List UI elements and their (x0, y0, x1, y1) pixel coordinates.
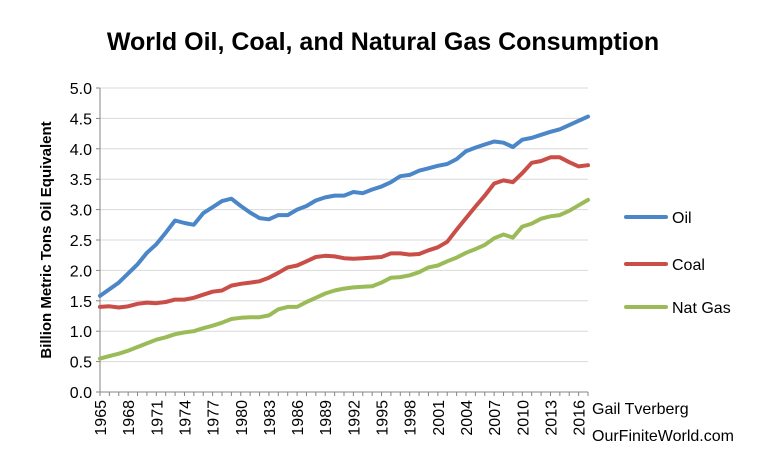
series-line-oil (98, 114, 590, 298)
x-tick-label: 1971 (149, 400, 166, 436)
x-tick-label: 1995 (375, 400, 392, 436)
legend: Oil Coal Nat Gas (624, 210, 731, 317)
y-tick-label: 3.0 (70, 203, 92, 220)
legend-label: Nat Gas (672, 300, 731, 317)
y-tick-label: 5.0 (70, 81, 92, 98)
x-tick-label: 1998 (403, 400, 420, 436)
series-line-nat-gas (98, 197, 590, 361)
y-tick-label: 0.5 (70, 355, 92, 372)
y-tick-labels: 0.0 0.5 1.0 1.5 2.0 2.5 3.0 3.5 4.0 4.5 5.0 (70, 81, 92, 402)
y-tick-label: 0.0 (70, 385, 92, 402)
y-axis-label: Billion Metric Tons Oil Equivalent (38, 121, 55, 358)
x-tick-label: 1992 (346, 400, 363, 436)
x-tick-label: 2016 (572, 400, 589, 436)
series-line-coal (98, 155, 590, 310)
y-tick-label: 2.5 (70, 233, 92, 250)
y-tick-label: 1.0 (70, 324, 92, 341)
credit-author: Gail Tverberg (592, 401, 689, 418)
series-lines (98, 114, 590, 361)
x-tick-labels: 1965 1968 1971 1974 1977 1980 1983 1986 1989 1992… (93, 400, 589, 436)
chart-title: World Oil, Coal, and Natural Gas Consump… (107, 28, 659, 56)
y-tick-label: 3.5 (70, 172, 92, 189)
y-tick-label: 4.5 (70, 111, 92, 128)
x-tick-label: 1968 (121, 400, 138, 436)
x-tick-label: 2010 (515, 400, 532, 436)
x-tick-label: 1986 (290, 400, 307, 436)
credit-website: OurFiniteWorld.com (592, 428, 734, 445)
y-tick-label: 2.0 (70, 263, 92, 280)
x-tick-label: 1983 (262, 400, 279, 436)
x-tick-label: 2013 (543, 400, 560, 436)
x-tick-label: 2001 (431, 400, 448, 436)
axes (96, 87, 589, 396)
x-tick-label: 2007 (487, 400, 504, 436)
x-tick-label: 1974 (177, 400, 194, 436)
x-tick-label: 2004 (459, 400, 476, 436)
y-tick-label: 4.0 (70, 142, 92, 159)
legend-label: Coal (672, 257, 705, 274)
x-tick-label: 1965 (93, 400, 110, 436)
x-tick-label: 1989 (318, 400, 335, 436)
legend-label: Oil (672, 210, 692, 227)
y-tick-label: 1.5 (70, 294, 92, 311)
x-tick-label: 1980 (234, 400, 251, 436)
x-tick-label: 1977 (206, 400, 223, 436)
